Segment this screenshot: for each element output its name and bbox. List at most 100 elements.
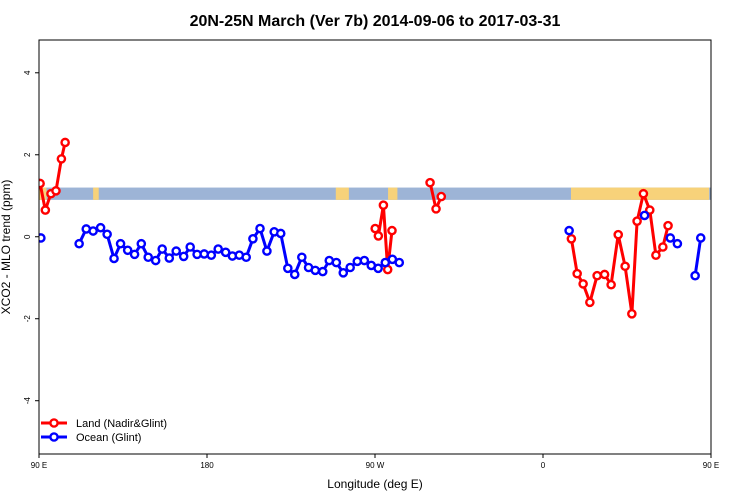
legend-item: Ocean (Glint) <box>41 432 141 444</box>
legend: Land (Nadir&Glint) Ocean (Glint) <box>41 418 167 444</box>
series-line <box>376 203 394 271</box>
data-point <box>178 251 189 262</box>
data-point <box>373 231 384 241</box>
y-tick-label: -2 <box>23 315 32 323</box>
data-point <box>566 234 577 244</box>
data-point <box>431 204 441 214</box>
data-point <box>627 309 637 319</box>
series-line <box>720 143 750 211</box>
data-point <box>695 233 706 243</box>
data-point <box>51 186 61 196</box>
data-point <box>39 178 45 189</box>
legend-label: Ocean (Glint) <box>76 432 141 444</box>
data-point <box>102 229 112 240</box>
chart-title: 20N-25N March (Ver 7b) 2014-09-06 to 201… <box>190 13 561 30</box>
data-point <box>665 233 676 243</box>
x-tick-label: 0 <box>541 461 546 470</box>
series-1 <box>39 210 750 281</box>
x-axis-label: Longitude (deg E) <box>327 477 422 491</box>
data-point <box>578 279 588 289</box>
y-tick-label: -4 <box>23 397 32 405</box>
data-point <box>185 242 195 252</box>
data-point <box>735 224 742 231</box>
data-point <box>143 252 153 263</box>
land-segment <box>93 187 99 200</box>
data-point <box>213 244 223 254</box>
data-point <box>40 205 51 215</box>
data-point <box>572 268 582 279</box>
data-point <box>599 269 610 280</box>
data-point <box>564 225 574 236</box>
series-line <box>693 237 703 276</box>
x-tick-label: 180 <box>200 461 214 470</box>
data-point <box>310 265 321 276</box>
data-point <box>394 257 405 268</box>
data-point <box>729 176 736 183</box>
data-point <box>370 223 380 234</box>
data-point <box>742 231 749 238</box>
data-point <box>157 244 167 254</box>
data-point <box>317 266 328 277</box>
data-point <box>359 255 370 266</box>
x-tick-label: 90 E <box>31 461 47 470</box>
data-point <box>663 220 673 231</box>
data-point <box>373 263 383 274</box>
data-point <box>164 253 175 263</box>
data-point <box>39 233 46 243</box>
ocean-band <box>39 187 711 200</box>
x-tick-label: 90 W <box>366 461 385 470</box>
data-point <box>171 246 181 256</box>
legend-label: Land (Nadir&Glint) <box>76 418 167 430</box>
y-tick-label: 2 <box>23 152 32 157</box>
data-point <box>632 216 642 226</box>
data-point <box>331 257 342 268</box>
data-point <box>297 252 307 263</box>
data-point <box>613 229 624 240</box>
data-point <box>592 270 602 281</box>
land-segment <box>388 187 398 200</box>
data-point <box>735 163 742 170</box>
data-point <box>109 253 119 264</box>
data-point <box>425 177 435 188</box>
data-point <box>639 210 650 221</box>
data-point <box>275 228 286 239</box>
series-line <box>39 142 67 212</box>
data-point <box>585 297 595 308</box>
data-point <box>129 249 140 260</box>
y-tick-label: 4 <box>23 70 32 75</box>
data-point <box>248 234 258 244</box>
data-point <box>206 250 217 260</box>
data-point <box>345 262 355 273</box>
data-point <box>241 252 251 263</box>
data-point <box>136 238 147 249</box>
x-tick-label: 90 E <box>703 461 719 470</box>
data-point <box>387 225 397 236</box>
land-segment <box>335 187 349 200</box>
data-point <box>436 191 447 202</box>
data-point <box>620 261 630 272</box>
data-point <box>74 238 84 249</box>
data-point <box>115 238 126 249</box>
data-point <box>638 188 649 199</box>
data-point <box>122 245 133 256</box>
data-point <box>60 137 70 148</box>
data-point <box>721 225 728 232</box>
series-line <box>718 228 750 261</box>
data-point <box>658 242 668 252</box>
data-point <box>56 154 67 164</box>
data-point <box>150 255 161 266</box>
series-layer <box>39 137 750 319</box>
y-axis: -4 -2 0 2 4 <box>23 70 39 404</box>
legend-item: Land (Nadir&Glint) <box>41 418 167 430</box>
legend-swatch-marker <box>49 432 59 442</box>
data-point <box>262 246 272 256</box>
series-0 <box>39 137 750 319</box>
data-point <box>220 247 231 258</box>
data-point <box>88 226 98 236</box>
data-point <box>728 227 735 234</box>
data-point <box>690 270 700 281</box>
data-point <box>644 205 655 215</box>
data-point <box>714 240 721 247</box>
data-point <box>651 250 661 260</box>
land-segment <box>718 188 729 200</box>
